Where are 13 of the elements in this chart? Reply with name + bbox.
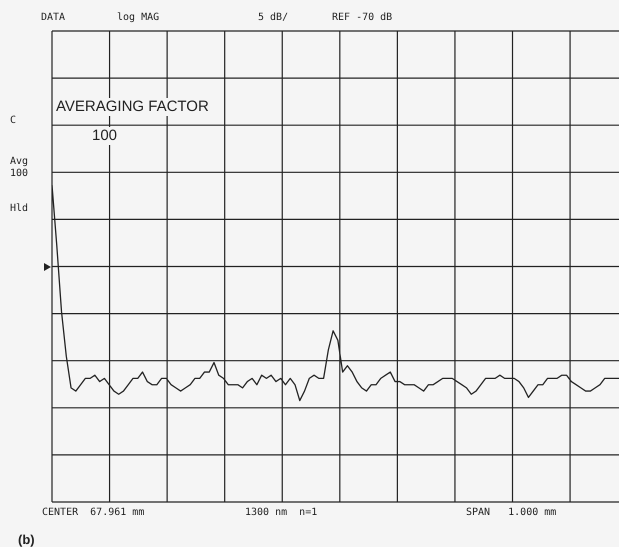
text: REF -70 dB <box>332 12 392 24</box>
text: (b) <box>18 532 35 547</box>
text: 1300 nm n=1 <box>245 507 318 519</box>
text: CENTER 67.961 mm <box>42 507 144 519</box>
text: SPAN 1.000 mm <box>466 507 556 519</box>
text: AVERAGING FACTOR <box>56 98 209 116</box>
text: 100 <box>92 127 118 145</box>
text: DATA <box>41 12 66 24</box>
text: Hld <box>10 203 28 215</box>
text: Avg 100 <box>10 156 28 180</box>
text: log MAG <box>117 12 160 24</box>
text: C <box>10 115 16 127</box>
text: 5 dB/ <box>258 12 288 24</box>
